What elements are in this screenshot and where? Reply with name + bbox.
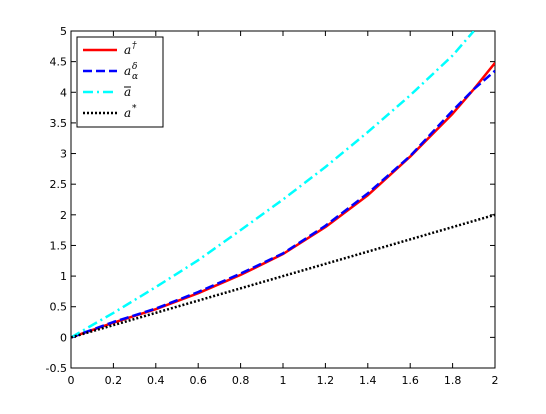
y-tick-label: 0.5	[50, 301, 68, 314]
series-lines	[71, 31, 495, 339]
y-tick-label: 2	[60, 209, 67, 222]
x-tick-label: 1.4	[359, 374, 377, 387]
legend-label-2: a	[124, 64, 131, 78]
y-tick-label: -0.5	[46, 362, 67, 375]
x-tick-label: 0.8	[232, 374, 250, 387]
y-tick-label: 0	[60, 331, 67, 344]
y-tick-label: 1.5	[50, 239, 68, 252]
legend-label-4: a	[124, 106, 131, 120]
x-tick-label: 1.6	[401, 374, 419, 387]
y-tick-label: 3	[60, 148, 67, 161]
y-tick-label: 4	[60, 86, 67, 99]
legend-label-3: a	[124, 85, 131, 99]
x-tick-label: 0.6	[189, 374, 207, 387]
legend-subscript-2: α	[132, 72, 138, 82]
x-tick-label: 0.2	[105, 374, 123, 387]
y-tick-label: 3.5	[50, 117, 68, 130]
series-line-2	[71, 69, 495, 339]
legend-superscript-1: †	[132, 41, 137, 51]
y-tick-label: 1	[60, 270, 67, 283]
x-tick-label: 1.2	[317, 374, 335, 387]
y-tick-label: 4.5	[50, 56, 68, 69]
x-tick-label: 1.8	[444, 374, 462, 387]
x-tick-label: 0	[68, 374, 75, 387]
y-tick-label: 5	[60, 25, 67, 38]
series-line-3	[71, 31, 475, 339]
x-tick-label: 1	[280, 374, 287, 387]
x-tick-label: 0.4	[147, 374, 165, 387]
x-tick-label: 2	[492, 374, 499, 387]
legend-label-1: a	[124, 43, 131, 57]
legend-superscript-2: δ	[132, 62, 137, 72]
series-line-4	[71, 213, 495, 339]
axis-ticks: 0 0.2 0.4 0.6 0.8 1 1.2 1.4 1.6 1.8 2-0.500.511.52…	[46, 25, 499, 387]
y-tick-label: 2.5	[50, 178, 68, 191]
legend-superscript-4: *	[132, 104, 137, 114]
